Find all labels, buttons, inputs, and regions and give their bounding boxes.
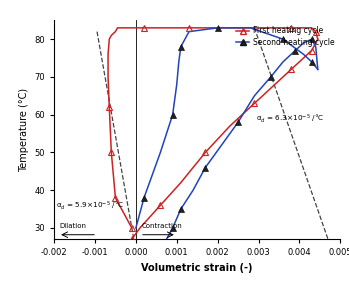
Legend: First heating cycle, Second heating cycle: First heating cycle, Second heating cycl… — [233, 24, 336, 49]
X-axis label: Volumetric strain (-): Volumetric strain (-) — [141, 263, 253, 273]
Y-axis label: Temperature (°C): Temperature (°C) — [19, 88, 29, 172]
Text: α$_d$ = 5.9×10$^{-5}$ /°C: α$_d$ = 5.9×10$^{-5}$ /°C — [56, 199, 125, 211]
Text: Dilation: Dilation — [59, 223, 86, 229]
Text: Contraction: Contraction — [142, 223, 183, 229]
Text: α$_d$ = 6.3×10$^{-5}$ /°C: α$_d$ = 6.3×10$^{-5}$ /°C — [257, 112, 325, 125]
